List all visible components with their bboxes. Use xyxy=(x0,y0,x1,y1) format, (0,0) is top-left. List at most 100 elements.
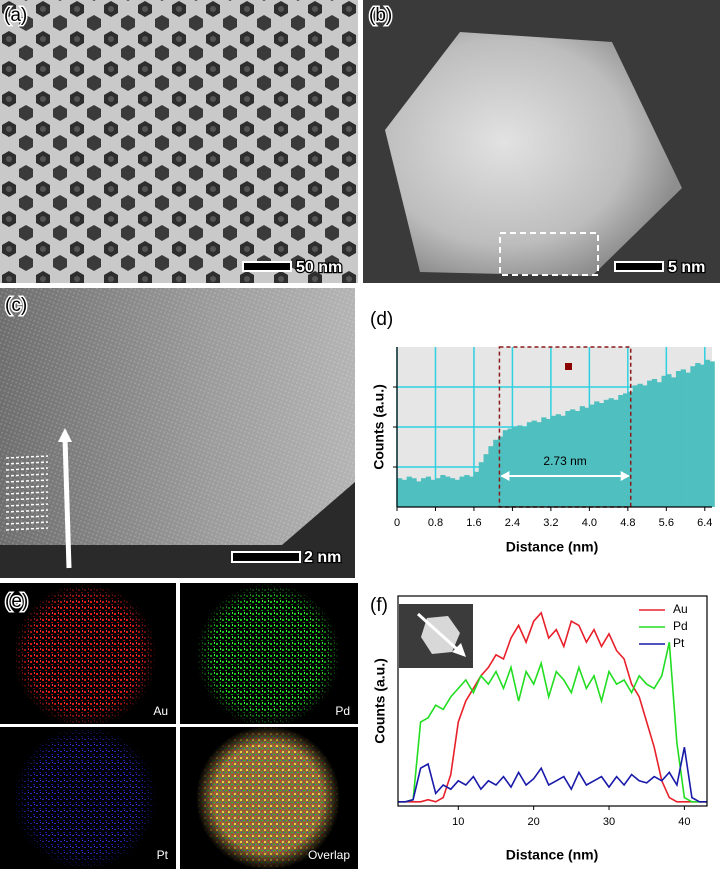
map-label: Au xyxy=(153,704,168,718)
bar xyxy=(517,425,523,507)
bar xyxy=(512,427,518,507)
x-tick-label: 6.4 xyxy=(697,517,712,529)
annotation: 2.73 nm xyxy=(543,454,586,468)
bar xyxy=(594,401,600,507)
x-tick-label: 1.6 xyxy=(466,517,481,529)
bar xyxy=(690,366,696,507)
bar xyxy=(473,471,480,507)
bar xyxy=(671,377,677,507)
bar xyxy=(507,428,513,507)
bar xyxy=(483,454,489,507)
bar xyxy=(651,379,658,507)
scale-label: 2 nm xyxy=(304,549,341,566)
bar xyxy=(613,399,619,507)
bar xyxy=(421,478,427,507)
bar xyxy=(623,393,629,507)
bar xyxy=(435,478,441,507)
x-tick-label: 20 xyxy=(528,816,540,828)
panel-label: (e) xyxy=(5,591,28,612)
bar xyxy=(570,409,576,507)
map-label: Overlap xyxy=(308,848,350,862)
bar xyxy=(478,462,484,507)
bar xyxy=(449,478,456,507)
tem-image xyxy=(0,0,358,283)
legend-label: Pd xyxy=(673,619,688,633)
x-tick-label: 2.4 xyxy=(505,517,520,529)
bar xyxy=(565,411,571,507)
bar xyxy=(488,446,494,507)
bar xyxy=(598,403,605,507)
bar xyxy=(647,380,653,507)
x-tick-label: 0.8 xyxy=(428,517,443,529)
bar xyxy=(675,371,682,507)
nanocrystal xyxy=(385,32,682,276)
bar xyxy=(430,479,436,507)
series-line xyxy=(398,611,707,803)
panel-label: (b) xyxy=(369,5,392,26)
panel-label: (a) xyxy=(4,5,27,26)
element-signal xyxy=(5,583,353,869)
panel-label: (f) xyxy=(370,595,388,616)
panel-label: (d) xyxy=(370,309,393,330)
scale-bar xyxy=(614,261,664,272)
bar xyxy=(454,479,460,507)
x-axis-label: Distance (nm) xyxy=(506,539,599,555)
map-label: Pt xyxy=(157,848,169,862)
map-label: Pd xyxy=(335,704,350,718)
x-tick-label: 40 xyxy=(678,816,690,828)
marker xyxy=(565,363,572,370)
bar xyxy=(618,395,624,507)
bar xyxy=(680,369,686,507)
bar xyxy=(541,417,547,507)
bar xyxy=(666,374,672,507)
x-tick-label: 4.8 xyxy=(620,517,635,529)
bar xyxy=(574,411,581,507)
y-axis-label: Counts (a.u.) xyxy=(371,384,387,470)
x-tick-label: 10 xyxy=(452,816,464,828)
arrow-head xyxy=(620,471,630,481)
bar xyxy=(406,476,412,507)
scale-bar xyxy=(231,551,301,563)
lattice-markers xyxy=(5,455,49,531)
bar xyxy=(522,427,528,507)
bar xyxy=(464,475,470,507)
arrow-head xyxy=(500,471,510,481)
bar xyxy=(416,481,422,507)
plot-frame xyxy=(397,595,708,807)
bar xyxy=(661,375,667,507)
series-line xyxy=(398,642,707,803)
bar xyxy=(637,383,643,507)
bar xyxy=(584,407,590,507)
bar xyxy=(469,476,475,507)
series-line xyxy=(398,747,707,803)
bar xyxy=(397,478,403,507)
legend-label: Pt xyxy=(673,636,685,650)
bar xyxy=(603,399,610,507)
bar xyxy=(695,363,701,507)
bar xyxy=(579,406,585,507)
lattice xyxy=(0,288,355,578)
bar xyxy=(440,475,446,507)
bar xyxy=(704,359,710,507)
bar xyxy=(685,372,691,507)
x-tick-label: 5.6 xyxy=(659,517,674,529)
bar xyxy=(401,479,408,507)
bar xyxy=(531,420,537,507)
bar xyxy=(560,415,566,507)
bar xyxy=(589,404,595,507)
bar xyxy=(536,422,542,507)
bar xyxy=(608,398,614,507)
arrow-head xyxy=(452,643,466,657)
bar xyxy=(555,414,561,507)
x-tick-label: 30 xyxy=(603,816,615,828)
x-tick-label: 3.2 xyxy=(543,517,558,529)
bar xyxy=(526,422,533,507)
bar xyxy=(699,364,706,507)
scale-bar xyxy=(242,261,292,272)
x-tick-label: 0 xyxy=(394,517,400,529)
bar xyxy=(550,415,557,507)
bar xyxy=(709,361,715,507)
bar xyxy=(546,419,552,507)
bar xyxy=(656,382,662,507)
